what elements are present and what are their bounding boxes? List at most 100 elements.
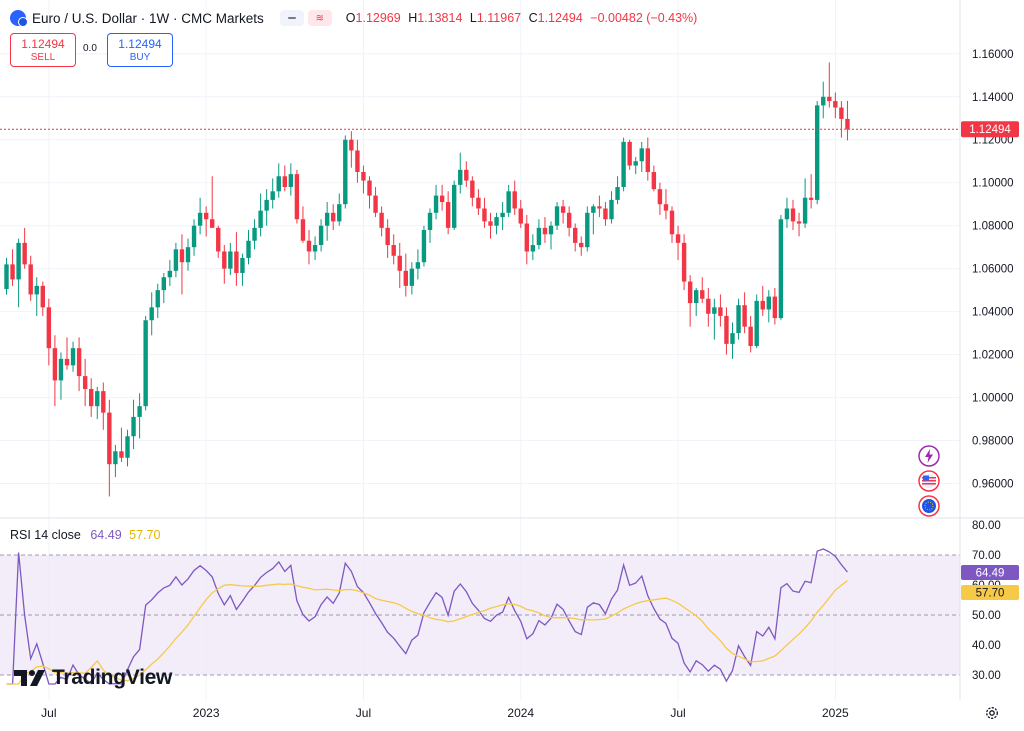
candle-body	[64, 358, 70, 366]
candle-body	[101, 391, 106, 413]
candle-body	[70, 348, 76, 366]
price-tick-label: 1.06000	[972, 264, 1014, 276]
candle-body	[621, 141, 626, 188]
eu-flag-icon[interactable]	[918, 495, 940, 517]
candle-body	[500, 212, 505, 218]
svg-text:64.49: 64.49	[976, 568, 1005, 580]
candle-body	[482, 208, 487, 222]
candle-body	[203, 212, 209, 220]
candle-body	[657, 189, 663, 205]
rsi-ma-line	[6, 580, 848, 685]
candle-body	[615, 187, 620, 200]
candle-body	[748, 326, 753, 347]
candle-body	[784, 208, 790, 220]
candle-body	[445, 202, 451, 228]
candle-body	[427, 212, 433, 230]
rsi-tick-label: 70.00	[972, 550, 1001, 562]
candle-body	[591, 206, 596, 213]
candle-body	[391, 245, 396, 256]
candle-body	[343, 139, 348, 205]
price-tick-label: 1.12000	[972, 135, 1014, 147]
candle-body	[760, 300, 765, 310]
candle-body	[246, 240, 251, 258]
current-price-label: 1.12494	[961, 121, 1019, 138]
candle-body	[639, 148, 644, 162]
candle-body	[82, 376, 88, 389]
candle-body	[754, 300, 759, 347]
candle-body	[827, 96, 832, 102]
candle-body	[536, 227, 542, 246]
gear-icon[interactable]	[984, 705, 1000, 721]
visibility-toggle-button[interactable]	[279, 10, 304, 26]
svg-text:57.70: 57.70	[976, 588, 1005, 600]
candle-body	[167, 270, 173, 278]
candle-body	[579, 242, 584, 248]
candle-body	[161, 277, 166, 291]
close-label: C	[528, 11, 538, 25]
high-value: 1.13814	[417, 11, 463, 25]
candle-body	[40, 285, 45, 308]
candle-body	[488, 221, 493, 226]
equals-icon[interactable]: ≋	[307, 10, 332, 26]
candle-body	[367, 180, 372, 196]
price-tick-label: 0.96000	[972, 479, 1014, 491]
candle-body	[22, 242, 27, 265]
candle-body	[700, 290, 705, 299]
tradingview-logo[interactable]: TradingView	[12, 666, 172, 690]
candle-body	[385, 227, 390, 246]
candle-body	[276, 176, 281, 192]
symbol-legend[interactable]: Euro / U.S. Dollar · 1W · CMC Markets ≋ …	[10, 9, 701, 27]
candle-body	[288, 174, 294, 188]
candle-body	[548, 225, 554, 235]
rsi-tick-label: 40.00	[972, 640, 1001, 652]
candle-body	[518, 208, 523, 224]
time-axis[interactable]: Jul 2023 Jul 2024 Jul 2025	[41, 706, 849, 720]
time-tick-label: Jul	[356, 706, 371, 720]
candle-body	[373, 195, 378, 213]
candle-body	[300, 219, 306, 241]
sell-button[interactable]: 1.12494 SELL	[10, 33, 76, 67]
candle-body	[252, 227, 257, 241]
price-axis[interactable]: 1.16000 1.14000 1.12000 1.10000 1.08000 1.060…	[972, 49, 1014, 491]
candle-body	[258, 210, 263, 228]
price-tick-label: 1.16000	[972, 49, 1014, 61]
candle-body	[421, 229, 427, 263]
candle-body	[318, 225, 324, 246]
candle-body	[560, 206, 566, 213]
candle-body	[839, 107, 844, 119]
candle-body	[597, 206, 602, 209]
price-tick-label: 1.04000	[972, 307, 1014, 319]
candle-body	[687, 281, 693, 304]
candle-body	[645, 148, 650, 172]
candle-body	[337, 204, 342, 222]
symbol-title[interactable]: Euro / U.S. Dollar · 1W · CMC Markets	[32, 10, 264, 26]
candle-body	[240, 257, 245, 273]
candle-body	[155, 290, 160, 308]
rsi-tick-label: 80.00	[972, 520, 1001, 532]
buy-button[interactable]: 1.12494 BUY	[107, 33, 173, 67]
candle-body	[681, 242, 687, 282]
lightning-icon[interactable]	[918, 445, 940, 467]
price-tick-label: 1.08000	[972, 221, 1014, 233]
candle-body	[28, 264, 33, 295]
rsi-title: RSI 14 close	[10, 528, 81, 542]
price-tick-label: 1.00000	[972, 393, 1014, 405]
candle-body	[397, 255, 402, 271]
candle-body	[415, 262, 421, 269]
time-tick-label: 2025	[822, 706, 849, 720]
us-flag-icon[interactable]	[918, 470, 940, 492]
candle-body	[10, 264, 15, 280]
rsi-legend[interactable]: RSI 14 close 64.49 57.70	[10, 528, 160, 542]
candle-body	[524, 223, 529, 252]
candle-body	[324, 212, 330, 226]
candle-body	[821, 96, 826, 106]
candle-body	[554, 206, 560, 226]
candle-body	[815, 105, 820, 200]
candle-body	[808, 197, 814, 200]
candle-body	[143, 320, 148, 407]
buy-label: BUY	[129, 52, 151, 63]
rsi-tick-label: 30.00	[972, 670, 1001, 682]
price-tick-label: 1.10000	[972, 178, 1014, 190]
